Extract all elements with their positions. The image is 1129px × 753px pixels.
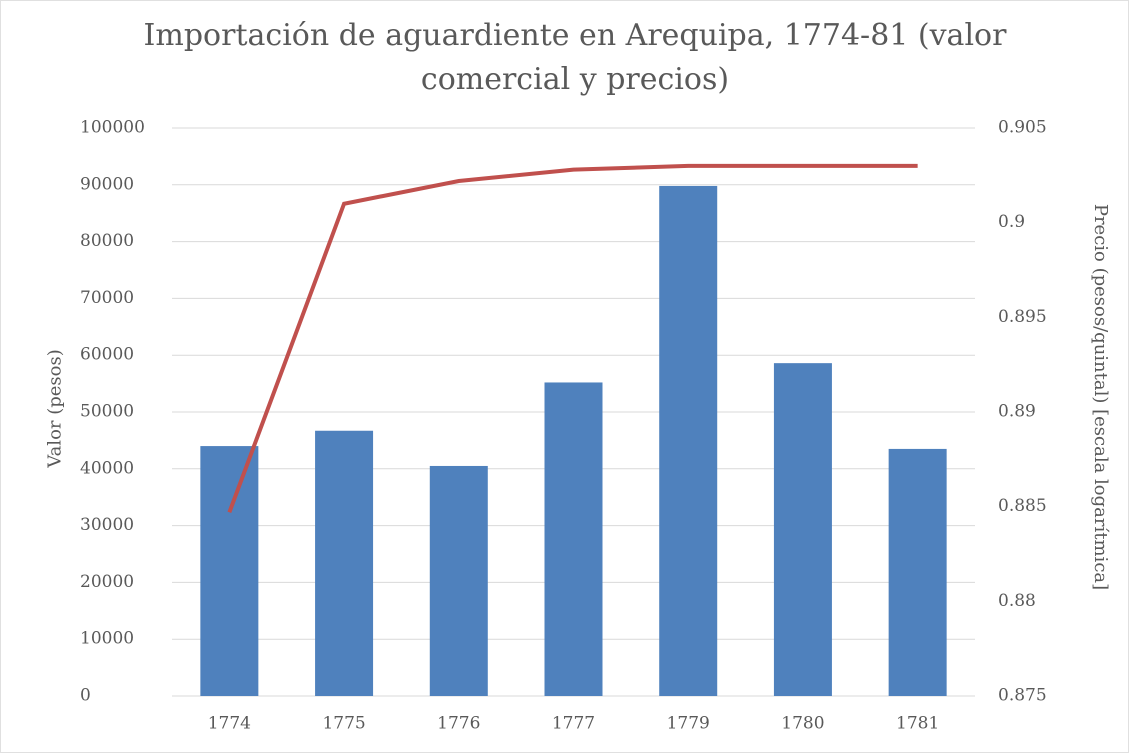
- y-tick-label: 40000: [80, 458, 134, 478]
- x-tick-label: 1776: [437, 714, 480, 734]
- y-tick-label: 20000: [80, 572, 134, 592]
- chart-title: Importación de aguardiente en Arequipa, …: [143, 18, 1007, 97]
- y2-tick-label: 0.88: [998, 591, 1036, 611]
- line: [227, 163, 918, 514]
- x-tick-label: 1780: [781, 714, 824, 734]
- y2-tick-label: 0.89: [998, 402, 1036, 422]
- x-tick-label: 1777: [552, 714, 595, 734]
- bar: [315, 430, 374, 696]
- y-axis-title: Valor (pesos): [44, 349, 66, 468]
- bar: [773, 363, 832, 696]
- y2-tick-label: 0.885: [998, 496, 1047, 516]
- y2-tick-label: 0.895: [998, 307, 1047, 327]
- y-tick-label: 10000: [80, 629, 134, 649]
- y-tick-label: 50000: [80, 402, 134, 422]
- y-tick-label: 0: [80, 686, 91, 706]
- y-tick-label: 70000: [80, 288, 134, 308]
- y-tick-label: 60000: [80, 345, 134, 365]
- y-tick-label: 100000: [80, 118, 145, 138]
- y-tick-label: 30000: [80, 515, 134, 535]
- x-tick-label: 1774: [208, 714, 251, 734]
- y2-axis-title: Precio (pesos/quintal) [escala logarítmi…: [1090, 203, 1111, 591]
- y2-tick-label: 0.905: [998, 118, 1047, 138]
- y2-tick-label: 0.875: [998, 686, 1047, 706]
- y-tick-label: 90000: [80, 174, 134, 194]
- bar: [429, 465, 488, 696]
- bar: [544, 382, 603, 696]
- bar: [888, 448, 947, 696]
- y2-tick-label: 0.9: [998, 212, 1025, 232]
- bar: [659, 185, 718, 696]
- x-tick-label: 1775: [322, 714, 365, 734]
- x-tick-label: 1779: [667, 714, 710, 734]
- y-tick-label: 80000: [80, 231, 134, 251]
- x-tick-label: 1781: [896, 714, 939, 734]
- bar: [200, 446, 259, 696]
